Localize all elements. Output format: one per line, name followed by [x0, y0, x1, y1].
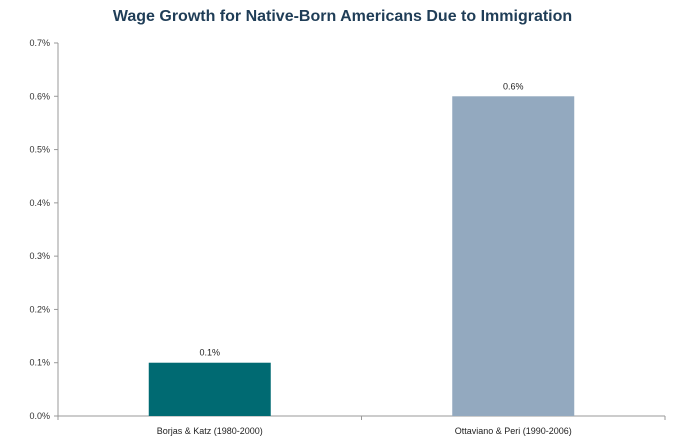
y-tick-label: 0.3% [29, 251, 50, 261]
y-axis: 0.0% 0.1% 0.2% 0.3% 0.4% 0.5% 0.6% 0.7% [29, 38, 59, 421]
y-tick-label: 0.7% [29, 38, 50, 48]
bar-value-label: 0.1% [199, 348, 220, 358]
y-tick-label: 0.4% [29, 198, 50, 208]
y-tick-label: 0.2% [29, 304, 50, 314]
y-tick-label: 0.0% [29, 411, 50, 421]
bars [148, 96, 575, 417]
y-tick-label: 0.6% [29, 91, 50, 101]
bar [148, 362, 271, 416]
data-labels: 0.1% 0.6% [199, 81, 523, 357]
y-tick-label: 0.1% [29, 358, 50, 368]
bar [452, 96, 575, 417]
chart-title: Wage Growth for Native-Born Americans Du… [112, 8, 573, 25]
y-tick-label: 0.5% [29, 145, 50, 155]
x-category-label: Ottaviano & Peri (1990-2006) [455, 426, 572, 436]
x-axis: Borjas & Katz (1980-2000) Ottaviano & Per… [57, 415, 666, 436]
x-category-label: Borjas & Katz (1980-2000) [157, 426, 263, 436]
bar-value-label: 0.6% [503, 81, 524, 91]
